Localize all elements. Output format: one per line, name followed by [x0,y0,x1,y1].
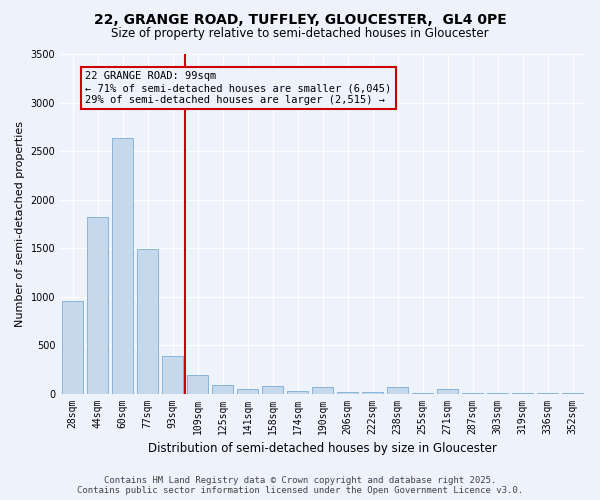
Text: Size of property relative to semi-detached houses in Gloucester: Size of property relative to semi-detach… [111,28,489,40]
Bar [287,390,308,394]
Bar [237,388,258,394]
Bar [437,388,458,394]
Bar [262,386,283,394]
Bar [337,392,358,394]
Bar [387,387,408,394]
Bar [212,385,233,394]
Bar [187,374,208,394]
Bar [87,217,108,394]
Bar [137,249,158,394]
Text: 22 GRANGE ROAD: 99sqm
← 71% of semi-detached houses are smaller (6,045)
29% of s: 22 GRANGE ROAD: 99sqm ← 71% of semi-deta… [85,72,391,104]
Bar [312,387,333,394]
Bar [162,356,183,394]
Y-axis label: Number of semi-detached properties: Number of semi-detached properties [15,121,25,327]
Bar [362,392,383,394]
Text: Contains HM Land Registry data © Crown copyright and database right 2025.
Contai: Contains HM Land Registry data © Crown c… [77,476,523,495]
Bar [112,138,133,394]
Bar [62,302,83,394]
Text: 22, GRANGE ROAD, TUFFLEY, GLOUCESTER,  GL4 0PE: 22, GRANGE ROAD, TUFFLEY, GLOUCESTER, GL… [94,12,506,26]
Bar [412,392,433,394]
X-axis label: Distribution of semi-detached houses by size in Gloucester: Distribution of semi-detached houses by … [148,442,497,455]
